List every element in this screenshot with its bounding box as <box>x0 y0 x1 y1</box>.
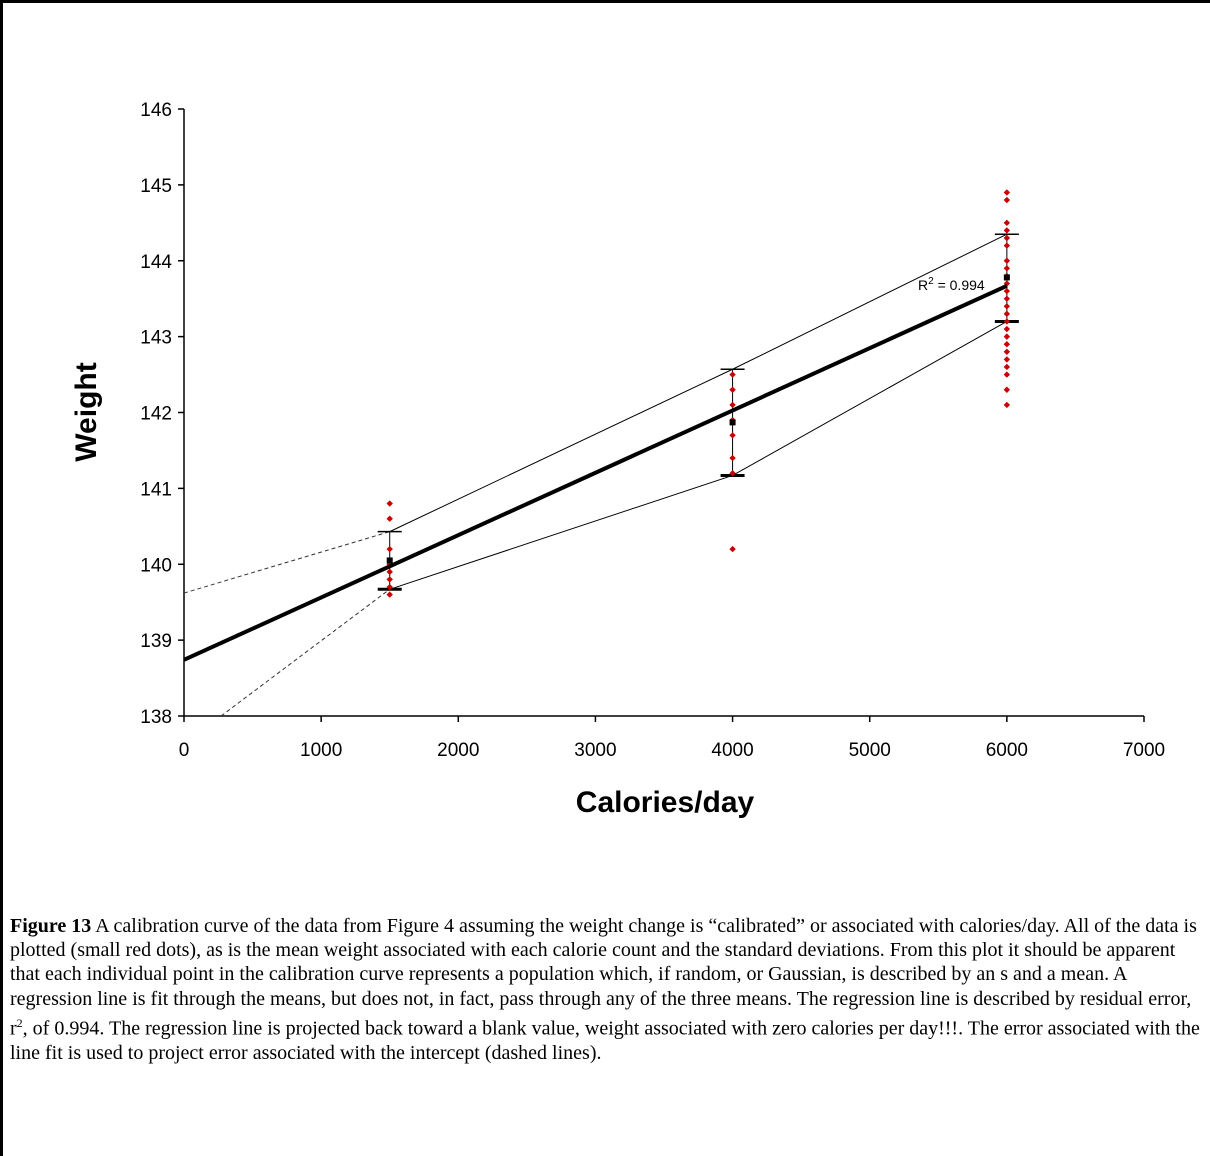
y-tick-label: 142 <box>140 404 172 425</box>
data-point <box>1003 295 1011 302</box>
y-tick-label: 145 <box>140 176 172 197</box>
lower-bound-line <box>389 321 1008 590</box>
data-point <box>386 576 393 583</box>
data-point <box>1003 363 1011 371</box>
y-tick-label: 139 <box>140 631 172 652</box>
data-point <box>1003 219 1011 227</box>
data-point <box>1003 318 1011 325</box>
data-point <box>386 583 393 591</box>
chart-axes <box>183 109 1144 717</box>
data-point <box>1003 265 1011 272</box>
y-tick-label: 144 <box>140 252 172 273</box>
caption-text-part2: , of 0.994. The regression line is proje… <box>10 1017 1200 1064</box>
mean-markers <box>386 274 1010 564</box>
data-point <box>1003 242 1011 249</box>
data-point <box>729 371 736 378</box>
y-tick-label: 140 <box>140 555 172 576</box>
regression-line-group <box>183 283 1008 662</box>
x-tick-label: 1000 <box>300 740 342 761</box>
data-point <box>1003 234 1011 242</box>
intercept-projection-lines <box>183 531 391 717</box>
x-tick-label: 3000 <box>574 740 616 761</box>
y-tick-label: 138 <box>140 707 172 728</box>
y-tick-label: 141 <box>140 479 172 500</box>
data-point <box>1003 386 1011 393</box>
data-point <box>1003 303 1011 310</box>
caption-label: Figure 13 <box>10 915 92 937</box>
caption-text-part1: A calibration curve of the data from Fig… <box>10 915 1197 1040</box>
std-dev-bound-lines <box>389 233 1008 590</box>
upper-projection-line <box>183 531 390 594</box>
y-axis-title: Weight <box>70 362 103 461</box>
data-point <box>1003 189 1011 196</box>
data-point <box>386 568 393 576</box>
r-squared-letter: R <box>918 277 928 293</box>
y-tick-label: 146 <box>140 100 172 121</box>
x-tick-label: 0 <box>179 740 190 761</box>
r-squared-exponent: 2 <box>928 276 934 287</box>
x-tick-label: 2000 <box>437 740 479 761</box>
mean-marker <box>1003 274 1010 281</box>
data-point <box>729 432 736 439</box>
x-axis-title: Calories/day <box>576 786 755 819</box>
mean-marker <box>386 557 393 564</box>
data-point <box>1003 287 1011 295</box>
figure-caption: Figure 13 A calibration curve of the dat… <box>10 914 1206 1065</box>
data-point <box>729 470 736 477</box>
calibration-chart: 0 1000 2000 3000 4000 5000 6000 7000 1381391401… <box>70 100 1165 819</box>
data-point <box>1003 310 1011 318</box>
lower-projection-line <box>220 588 391 717</box>
data-point <box>1003 371 1011 378</box>
data-point <box>1003 333 1011 340</box>
data-point <box>386 591 393 598</box>
mean-marker <box>729 419 736 426</box>
x-axis-ticks: 0 1000 2000 3000 4000 5000 6000 7000 <box>179 716 1165 761</box>
data-point <box>1003 341 1011 348</box>
x-tick-label: 4000 <box>711 740 753 761</box>
y-axis-ticks: 138 139 140 141 142 143 144 145 146 <box>140 100 184 728</box>
x-tick-label: 6000 <box>986 740 1028 761</box>
r-squared-label: R2 = 0.994 <box>918 276 985 293</box>
x-tick-label: 5000 <box>849 740 891 761</box>
data-point <box>1003 196 1011 204</box>
caption-superscript: 2 <box>16 1015 23 1030</box>
data-point <box>729 386 736 393</box>
regression-line <box>183 283 1008 662</box>
data-point <box>729 401 736 409</box>
y-tick-label: 143 <box>140 328 172 349</box>
data-point <box>1003 348 1011 355</box>
data-point <box>1003 257 1011 264</box>
data-points <box>386 189 1011 598</box>
data-point <box>729 454 736 462</box>
data-point <box>386 515 393 522</box>
x-tick-label: 7000 <box>1123 740 1165 761</box>
data-point <box>729 545 736 553</box>
data-point <box>1003 325 1011 333</box>
data-point <box>386 545 393 553</box>
data-point <box>1003 227 1011 234</box>
data-point <box>1003 401 1011 409</box>
r-squared-value: = 0.994 <box>934 277 985 293</box>
data-point <box>1003 356 1011 363</box>
data-point <box>386 500 393 507</box>
